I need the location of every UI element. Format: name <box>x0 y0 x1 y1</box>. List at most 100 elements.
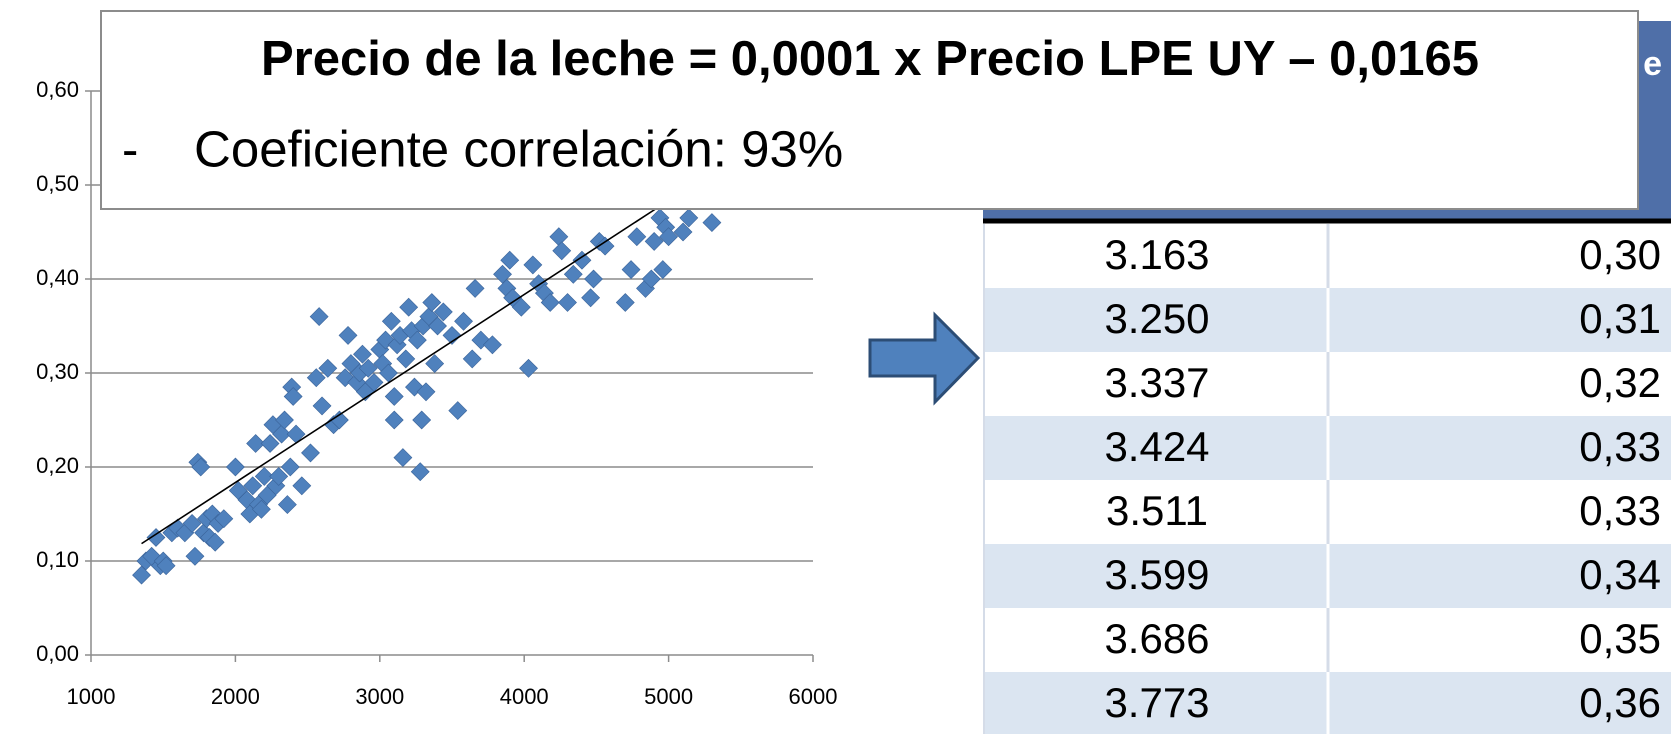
point <box>384 410 404 430</box>
point <box>584 269 603 289</box>
point <box>225 457 245 477</box>
point <box>292 476 312 496</box>
point <box>309 307 329 327</box>
point <box>251 499 271 519</box>
x-tick-label: 4000 <box>500 684 549 709</box>
table-cell: 3.250 <box>1104 295 1209 342</box>
x-tick-label: 5000 <box>644 684 693 709</box>
point <box>673 222 693 242</box>
point <box>581 288 601 308</box>
point <box>558 293 577 312</box>
x-tick-label: 2000 <box>211 684 260 709</box>
point <box>399 297 419 317</box>
table-cell: 3.686 <box>1104 615 1209 662</box>
point <box>318 358 338 378</box>
point <box>483 335 502 355</box>
point <box>615 293 635 312</box>
point <box>182 513 202 533</box>
arrow <box>868 311 981 406</box>
point <box>572 250 592 270</box>
overlay-frame <box>100 10 1639 210</box>
point <box>644 231 664 251</box>
point <box>381 311 401 331</box>
point <box>353 344 372 364</box>
table-cell: 0,36 <box>1579 679 1661 726</box>
table-cell: 3.511 <box>1106 487 1208 534</box>
point <box>462 349 482 369</box>
point <box>552 241 572 261</box>
point <box>442 325 462 345</box>
point <box>425 354 445 374</box>
point <box>549 227 569 247</box>
point <box>433 302 453 322</box>
table-cell: 0,33 <box>1579 423 1661 470</box>
point <box>454 311 473 331</box>
point <box>205 532 225 552</box>
point <box>523 255 543 275</box>
point <box>277 495 297 515</box>
point <box>286 424 306 444</box>
point <box>511 297 531 317</box>
point <box>191 457 211 477</box>
y-tick-label: 0,00 <box>36 641 79 666</box>
point <box>493 264 512 284</box>
point <box>358 358 378 378</box>
point <box>269 466 289 486</box>
point <box>384 387 404 406</box>
y-tick-label: 0,40 <box>36 265 79 290</box>
table-cell: 0,35 <box>1579 615 1661 662</box>
table-cell: 0,33 <box>1579 487 1661 534</box>
bullet: - <box>122 123 138 177</box>
point <box>301 443 320 463</box>
point <box>272 424 292 444</box>
formula: Precio de la leche = 0,0001 x Precio LPE… <box>261 32 1479 86</box>
point <box>500 250 520 270</box>
x-tick-label: 6000 <box>789 684 838 709</box>
point <box>595 236 615 256</box>
point <box>416 382 436 402</box>
point <box>396 349 416 369</box>
point <box>407 330 427 350</box>
overlay-box: Precio de la leche = 0,0001 x Precio LPE… <box>100 10 1639 210</box>
trendline <box>141 207 657 545</box>
y-tick-label: 0,50 <box>36 171 79 196</box>
x-tick-label: 1000 <box>67 684 116 709</box>
point <box>448 401 468 421</box>
point <box>659 227 679 247</box>
point <box>260 434 280 453</box>
correlation-text: Coeficiente correlación: 93% <box>194 120 843 177</box>
point <box>519 358 538 378</box>
point <box>132 565 151 585</box>
table-cell: 3.773 <box>1104 679 1209 726</box>
point <box>254 466 274 486</box>
point <box>540 293 560 312</box>
point <box>312 396 332 416</box>
point <box>412 410 432 430</box>
scatter-chart: 0,00 0,10 0,20 0,30 0,40 0,50 0,60 1000 2000 3000… <box>36 77 837 709</box>
point <box>679 208 699 228</box>
point <box>422 293 442 312</box>
point <box>280 457 300 477</box>
point <box>621 260 641 280</box>
point <box>338 325 358 345</box>
point <box>702 213 722 233</box>
y-tick-label: 0,60 <box>36 77 79 102</box>
point <box>246 434 266 453</box>
point <box>428 316 447 336</box>
point <box>393 448 413 468</box>
y-tick-label: 0,20 <box>36 453 79 478</box>
point <box>283 387 303 406</box>
table-cell: 0,34 <box>1579 551 1661 598</box>
table-cell: 3.163 <box>1104 231 1209 278</box>
table-cell: 3.424 <box>1104 423 1209 470</box>
point <box>329 410 349 430</box>
point <box>275 410 294 430</box>
table-cell: 3.599 <box>1104 551 1209 598</box>
table-cell: 0,32 <box>1579 359 1661 406</box>
x-tick-label: 3000 <box>355 684 404 709</box>
point <box>653 260 673 280</box>
table-cell: 0,31 <box>1579 295 1661 342</box>
y-tick-label: 0,10 <box>36 547 79 572</box>
point <box>563 264 583 284</box>
